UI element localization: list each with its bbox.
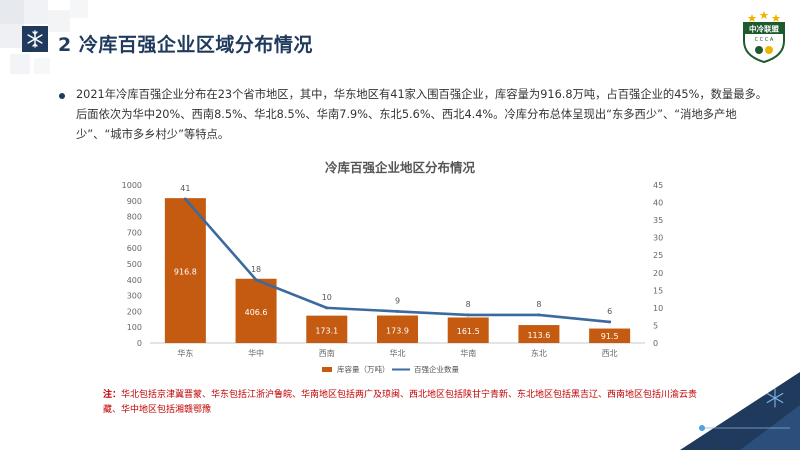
legend-label-bar: 库容量（万吨） <box>337 364 390 374</box>
bar <box>164 198 206 343</box>
page-title: 2 冷库百强企业区域分布情况 <box>58 34 313 56</box>
chart-title: 冷库百强企业地区分布情况 <box>324 160 475 175</box>
bar-value-label: 91.5 <box>601 332 619 341</box>
x-tick-label: 华中 <box>248 348 264 358</box>
y-right-tick-label: 30 <box>653 234 663 243</box>
legend-swatch-bar <box>322 367 332 372</box>
bar <box>377 315 418 343</box>
line-point <box>254 278 258 282</box>
line-value-label: 41 <box>180 184 190 193</box>
y-left-tick-label: 300 <box>127 292 142 301</box>
line-value-label: 9 <box>395 296 400 305</box>
bar-value-label: 173.1 <box>315 326 338 335</box>
line-point <box>325 306 329 310</box>
legend-label-line: 百强企业数量 <box>414 364 459 374</box>
bullet-point <box>59 93 65 99</box>
footnote-text: 华北包括京津冀晋蒙、华东包括江浙沪鲁皖、华南地区包括两广及琼闽、西北地区包括陕甘… <box>103 390 698 415</box>
line-value-label: 10 <box>322 293 332 302</box>
y-left-tick-label: 600 <box>127 244 142 253</box>
y-left-tick-label: 700 <box>127 228 142 237</box>
y-left-tick-label: 100 <box>127 323 142 332</box>
x-tick-label: 华南 <box>460 348 476 358</box>
bar <box>589 328 631 343</box>
y-left-tick-label: 400 <box>127 276 142 285</box>
line-value-label: 18 <box>251 265 261 274</box>
y-right-tick-label: 40 <box>653 199 663 208</box>
y-left-tick-label: 200 <box>127 307 142 316</box>
y-left-tick-label: 1000 <box>122 181 142 190</box>
bar-value-label: 173.9 <box>386 326 409 335</box>
line-point <box>396 309 399 313</box>
x-tick-label: 华东 <box>177 348 193 358</box>
alliance-logo: 中冷联盟 C C C A <box>743 11 785 64</box>
y-right-tick-label: 0 <box>653 339 658 348</box>
x-tick-label: 西南 <box>319 348 335 358</box>
y-right-tick-label: 15 <box>653 286 663 295</box>
y-right-tick-label: 20 <box>653 269 663 278</box>
bar <box>306 315 348 343</box>
footnote-label: 注： <box>103 390 122 400</box>
decorative-squares-top-left <box>0 0 88 74</box>
regional-distribution-chart: 0 100 200 300 400 500 600 700 800 900 1000 0 5 10 15 20… <box>122 181 664 374</box>
x-tick-label: 华北 <box>390 348 406 358</box>
y-left-tick-label: 800 <box>127 213 142 222</box>
line-point <box>466 313 470 317</box>
line-point <box>183 197 187 201</box>
snowflake-icon <box>22 26 48 52</box>
y-right-tick-label: 45 <box>653 181 663 190</box>
line-value-label: 8 <box>536 300 541 309</box>
footnote: 注：华北包括京津冀晋蒙、华东包括江浙沪鲁皖、华南地区包括两广及琼闽、西北地区包括… <box>103 388 703 418</box>
snowflake-decoration-icon <box>766 388 784 408</box>
bar-value-label: 406.6 <box>245 308 268 317</box>
x-tick-label: 西北 <box>602 349 618 358</box>
y-right-tick-label: 25 <box>653 251 663 260</box>
y-right-tick-label: 5 <box>653 321 658 330</box>
x-tick-label: 东北 <box>531 348 547 358</box>
bar <box>447 317 489 343</box>
line-point <box>608 320 612 324</box>
bar <box>518 325 560 343</box>
svg-text:C C C A: C C C A <box>755 37 774 43</box>
line-value-label: 8 <box>466 300 471 309</box>
bar-value-label: 916.8 <box>174 268 197 277</box>
bar-value-label: 113.6 <box>527 331 550 340</box>
decorative-corner-bottom-right <box>680 372 800 450</box>
svg-text:中冷联盟: 中冷联盟 <box>749 24 779 34</box>
y-right-tick-label: 35 <box>653 216 663 225</box>
line-value-label: 6 <box>607 307 612 316</box>
y-right-tick-label: 10 <box>653 304 663 313</box>
y-left-tick-label: 0 <box>137 339 142 348</box>
y-left-tick-label: 900 <box>127 197 142 206</box>
y-left-tick-label: 500 <box>127 260 142 269</box>
line-point <box>537 313 541 317</box>
bar-value-label: 161.5 <box>457 327 480 336</box>
bar <box>235 278 277 343</box>
summary-paragraph: 2021年冷库百强企业分布在23个省市地区，其中，华东地区有41家入围百强企业，… <box>76 88 768 141</box>
